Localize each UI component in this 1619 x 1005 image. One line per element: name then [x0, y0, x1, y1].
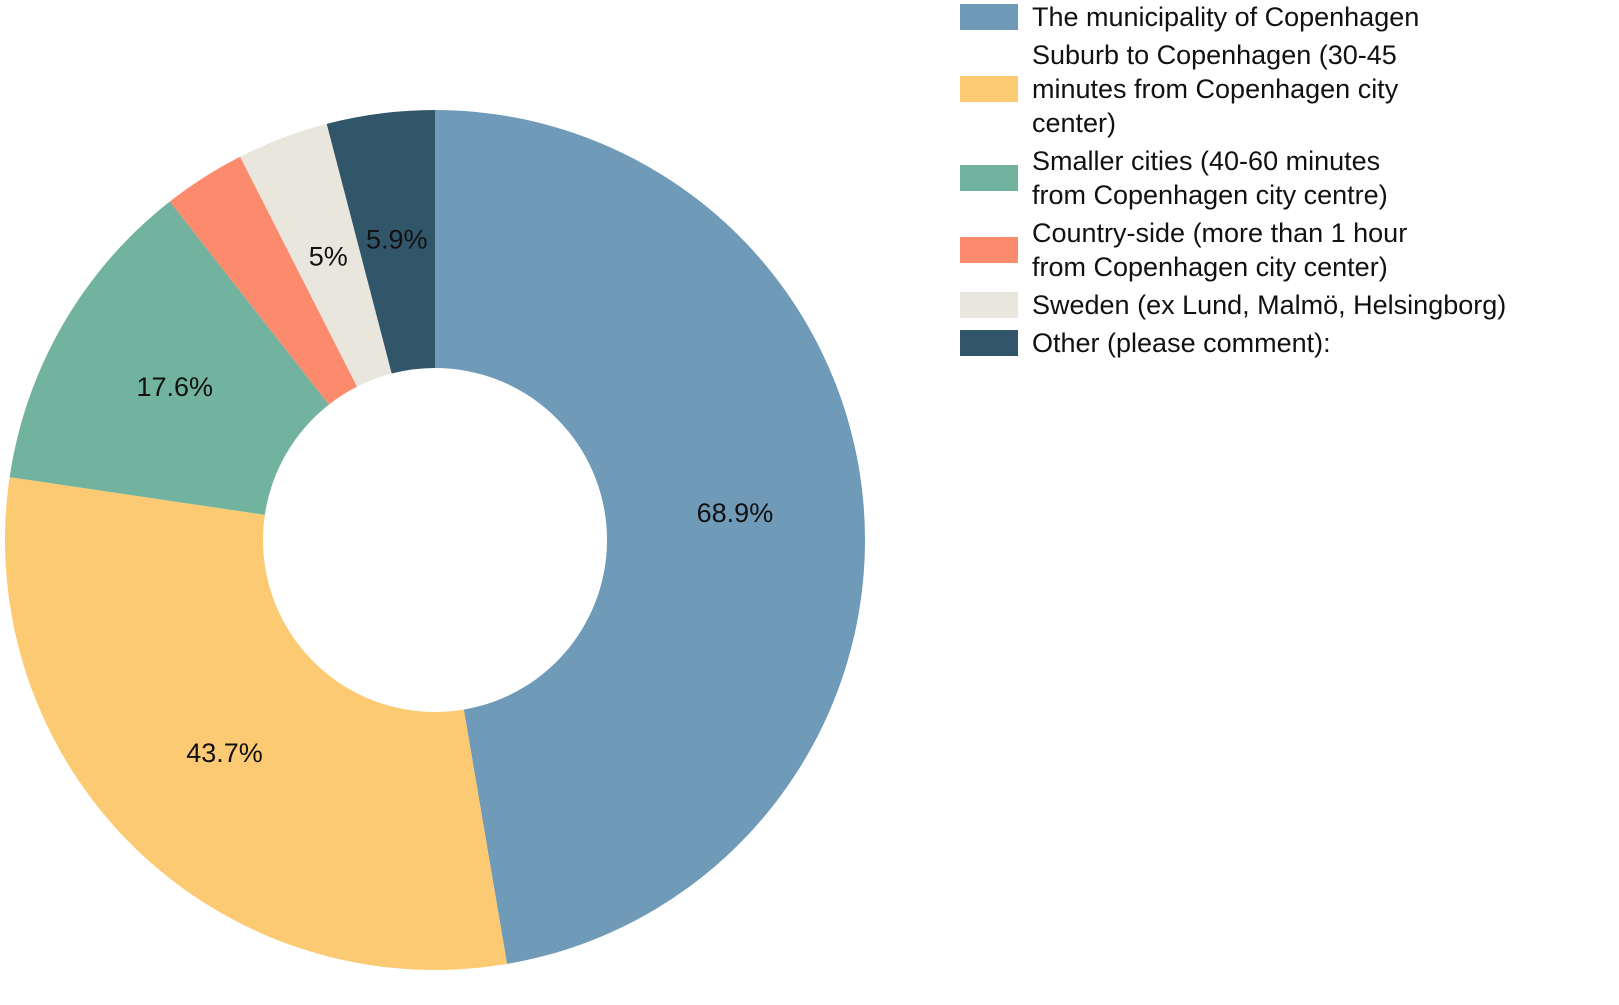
slice: [9, 201, 329, 515]
legend-swatch: [960, 4, 1018, 30]
legend-swatch: [960, 330, 1018, 356]
legend-swatch: [960, 76, 1018, 102]
legend-swatch: [960, 237, 1018, 263]
legend-label: The municipality of Copenhagen: [1032, 2, 1420, 32]
legend-label: Suburb to Copenhagen (30-45 minutes from…: [1032, 40, 1399, 138]
slice: [5, 477, 508, 970]
slice: [240, 123, 392, 387]
data-label: 68.9%: [697, 498, 774, 528]
legend-swatch: [960, 165, 1018, 191]
legend-item: Other (please comment):: [960, 326, 1420, 360]
slice: [435, 110, 865, 964]
data-label: 5.9%: [366, 225, 428, 255]
legend-item: Suburb to Copenhagen (30-45 minutes from…: [960, 38, 1420, 140]
legend-label: Country-side (more than 1 hour from Cope…: [1032, 218, 1408, 282]
legend: The municipality of Copenhagen Suburb to …: [960, 0, 1506, 364]
chart: 68.9% 43.7% 17.6% 5% 5.9%: [5, 110, 865, 970]
data-label: 17.6%: [136, 372, 213, 402]
legend-item: Smaller cities (40-60 minutes from Copen…: [960, 144, 1420, 212]
legend-label: Sweden (ex Lund, Malmö, Helsingborg): [1032, 290, 1507, 320]
legend-item: The municipality of Copenhagen: [960, 0, 1420, 34]
data-label: 43.7%: [186, 738, 263, 768]
legend-item: Country-side (more than 1 hour from Cope…: [960, 216, 1420, 284]
legend-label: Smaller cities (40-60 minutes from Copen…: [1032, 146, 1388, 210]
slice: [326, 110, 435, 374]
slice: [169, 156, 358, 405]
legend-item: Sweden (ex Lund, Malmö, Helsingborg): [960, 288, 1506, 322]
data-label: 5%: [309, 242, 348, 272]
legend-swatch: [960, 292, 1018, 318]
legend-label: Other (please comment):: [1032, 328, 1331, 358]
